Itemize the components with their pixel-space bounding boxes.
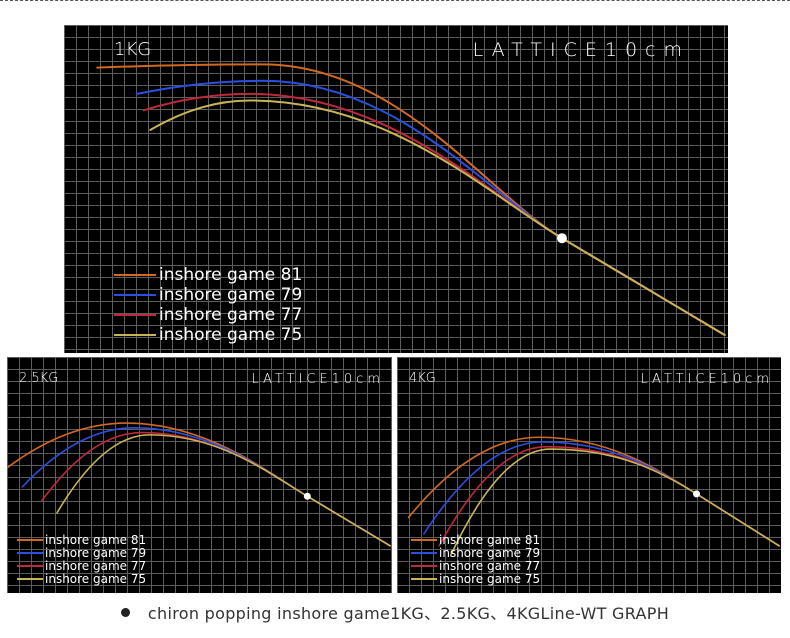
- series-line-1: [96, 63, 726, 336]
- caption-text: chiron popping inshore game1KG、2.5KG、4KG…: [147, 604, 670, 623]
- legend-label: inshore game 77: [45, 558, 147, 573]
- chart-plot-4kg: [407, 436, 780, 557]
- lattice-label-2-5kg: LATTICE10cm: [251, 372, 384, 387]
- legend-label: inshore game 81: [45, 532, 147, 547]
- reference-point-marker: [557, 233, 567, 244]
- legend-label: inshore game 75: [45, 571, 147, 586]
- chart-plot-1kg: [96, 63, 726, 336]
- legend-swatch: [17, 551, 43, 554]
- top-dashed-divider: [0, 0, 790, 1]
- legend-swatch: [411, 564, 437, 567]
- legend-1kg: inshore game 81 inshore game 79 inshore …: [114, 265, 302, 345]
- legend-swatch: [114, 334, 156, 336]
- legend-item: inshore game 81: [411, 532, 541, 547]
- legend-swatch: [114, 274, 156, 276]
- legend-item: inshore game 79: [114, 285, 302, 305]
- chart-title-1kg: 1KG: [114, 39, 152, 60]
- lattice-label-1kg: LATTICE10cm: [472, 39, 690, 61]
- legend-label: inshore game 81: [439, 532, 541, 547]
- chart-plot-2-5kg: [7, 422, 391, 547]
- legend-item: inshore game 77: [17, 558, 147, 573]
- legend-label: inshore game 79: [159, 285, 303, 305]
- legend-swatch: [114, 294, 156, 296]
- legend-item: inshore game 79: [17, 545, 147, 560]
- series-line-4: [149, 99, 726, 336]
- series-line-4: [449, 448, 780, 557]
- legend-item: inshore game 79: [411, 545, 541, 560]
- chart-panel-1kg: 1KG LATTICE10cm inshore game 81 inshore …: [64, 25, 728, 353]
- legend-label: inshore game 81: [159, 265, 303, 285]
- legend-item: inshore game 77: [114, 305, 302, 325]
- legend-2-5kg: inshore game 81 inshore game 79 inshore …: [17, 532, 147, 586]
- series-line-4: [56, 434, 391, 547]
- legend-label: inshore game 77: [439, 558, 541, 573]
- legend-swatch: [411, 551, 437, 554]
- chart-panel-4kg: 4KG LATTICE10cm inshore game 81 inshore …: [397, 357, 781, 593]
- legend-label: inshore game 75: [159, 325, 303, 345]
- series-line-2: [136, 79, 726, 336]
- legend-label: inshore game 75: [439, 571, 541, 586]
- reference-point-marker: [693, 490, 701, 498]
- legend-4kg: inshore game 81 inshore game 79 inshore …: [411, 532, 541, 586]
- legend-item: inshore game 75: [411, 571, 541, 586]
- series-line-3: [40, 431, 391, 547]
- legend-item: inshore game 81: [114, 265, 302, 285]
- series-line-3: [438, 445, 780, 547]
- legend-swatch: [17, 577, 43, 580]
- legend-swatch: [411, 577, 437, 580]
- lattice-label-4kg: LATTICE10cm: [640, 372, 773, 387]
- legend-label: inshore game 79: [439, 545, 541, 560]
- legend-swatch: [411, 538, 437, 541]
- figure-caption: chiron popping inshore game1KG、2.5KG、4KG…: [0, 600, 790, 624]
- legend-swatch: [17, 564, 43, 567]
- legend-label: inshore game 77: [159, 305, 303, 325]
- legend-swatch: [17, 538, 43, 541]
- chart-title-4kg: 4KG: [409, 371, 436, 386]
- chart-panel-2-5kg: 2.5KG LATTICE10cm inshore game 81 inshor…: [7, 357, 392, 593]
- legend-label: inshore game 79: [45, 545, 147, 560]
- reference-point-marker: [303, 492, 311, 500]
- legend-item: inshore game 81: [17, 532, 147, 547]
- legend-swatch: [114, 314, 156, 316]
- series-line-2: [423, 441, 780, 547]
- chart-title-2-5kg: 2.5KG: [19, 371, 59, 386]
- legend-item: inshore game 75: [114, 325, 302, 345]
- bullet-icon: [120, 608, 130, 617]
- legend-item: inshore game 77: [411, 558, 541, 573]
- legend-item: inshore game 75: [17, 571, 147, 586]
- series-line-2: [21, 426, 391, 547]
